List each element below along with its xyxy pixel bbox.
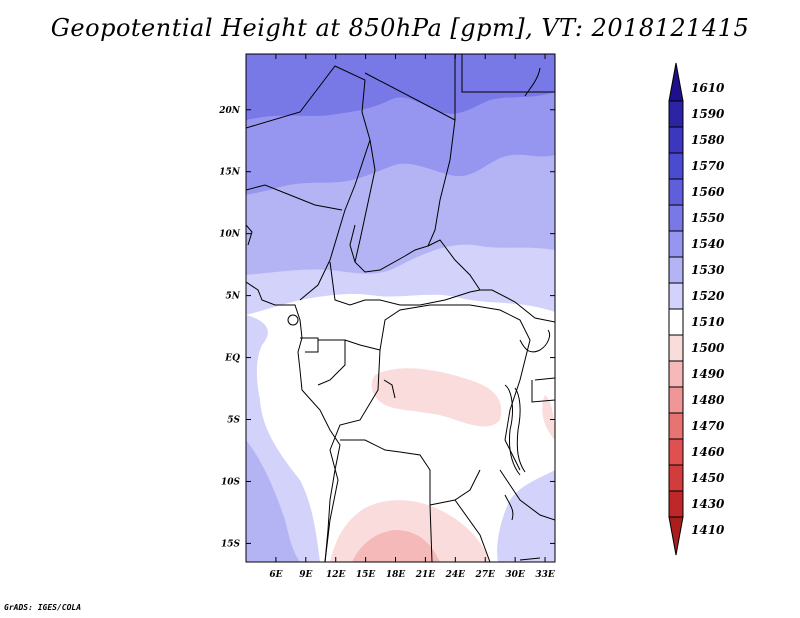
lon-tick-label: 21E: [415, 570, 436, 580]
latitude-labels: 20N 15N 10N 5N EQ 5S 10S 15S: [218, 106, 241, 550]
lat-tick-label: 20N: [218, 106, 241, 116]
colorbar-label: 1410: [691, 523, 725, 537]
colorbar-swatch: [668, 516, 684, 556]
colorbar-label: 1460: [691, 445, 725, 459]
lat-tick-label: 5S: [227, 416, 240, 426]
country-borders: [246, 54, 555, 562]
map-frame: [245, 53, 556, 563]
colorbar-label: 1520: [691, 289, 725, 303]
colorbar-label: 1500: [691, 341, 725, 355]
colorbar-label: 1530: [691, 263, 725, 277]
colorbar-swatch: [668, 308, 684, 336]
colorbar-swatch: [668, 360, 684, 388]
lat-tick-label: 5N: [226, 292, 241, 302]
colorbar-label: 1580: [691, 133, 725, 147]
colorbar-label: 1480: [691, 393, 725, 407]
colorbar-swatch: [668, 62, 684, 102]
lat-tick-label: 15N: [219, 168, 241, 178]
map-title: Geopotential Height at 850hPa [gpm], VT:…: [50, 14, 750, 42]
lon-tick-label: 15E: [356, 570, 376, 580]
colorbar-swatch: [668, 282, 684, 310]
colorbar-label: 1490: [691, 367, 725, 381]
colorbar-label: 1560: [691, 185, 725, 199]
lat-tick-label: 10S: [221, 477, 241, 487]
colorbar-swatch: [668, 204, 684, 232]
lon-tick-label: 24E: [445, 570, 466, 580]
lon-tick-label: 6E: [269, 570, 282, 580]
longitude-labels: 6E 9E 12E 15E 18E 21E 24E 27E 30E 33E: [269, 570, 555, 580]
colorbar-label: 1510: [691, 315, 725, 329]
colorbar-swatch: [668, 126, 684, 154]
lat-tick-label: 15S: [221, 539, 241, 549]
colorbar-swatch: [668, 100, 684, 128]
colorbar-swatch: [668, 464, 684, 492]
colorbar-swatch: [668, 438, 684, 466]
colorbar-swatch: [668, 386, 684, 414]
colorbar-swatch: [668, 178, 684, 206]
grads-credit: GrADS: IGES/COLA: [4, 603, 82, 612]
colorbar-label: 1430: [691, 497, 725, 511]
coastlines: [246, 67, 551, 562]
colorbar-swatch: [668, 334, 684, 362]
colorbar-label: 1550: [691, 211, 725, 225]
colorbar-swatch: [668, 152, 684, 180]
lat-tick-label: EQ: [224, 354, 240, 364]
lat-tick-label: 10N: [219, 230, 241, 240]
lon-tick-label: 12E: [326, 570, 346, 580]
colorbar-label: 1450: [691, 471, 725, 485]
colorbar-swatch: [668, 230, 684, 258]
colorbar-swatch: [668, 256, 684, 284]
lon-tick-label: 30E: [505, 570, 525, 580]
lon-tick-label: 27E: [475, 570, 496, 580]
colorbar-swatch: [668, 490, 684, 518]
colorbar-label: 1610: [691, 81, 725, 95]
lon-tick-label: 18E: [386, 570, 406, 580]
colorbar: 1610 1590 1580 1570 1560 1550 1540 1530 1520 1510…: [668, 62, 725, 556]
colorbar-label: 1590: [691, 107, 725, 121]
colorbar-label: 1470: [691, 419, 725, 433]
lon-tick-label: 33E: [535, 570, 555, 580]
axis-ticks: [246, 54, 555, 562]
colorbar-label: 1540: [691, 237, 725, 251]
lon-tick-label: 9E: [299, 570, 312, 580]
colorbar-label: 1570: [691, 159, 725, 173]
height-field: [246, 54, 555, 562]
colorbar-swatch: [668, 412, 684, 440]
